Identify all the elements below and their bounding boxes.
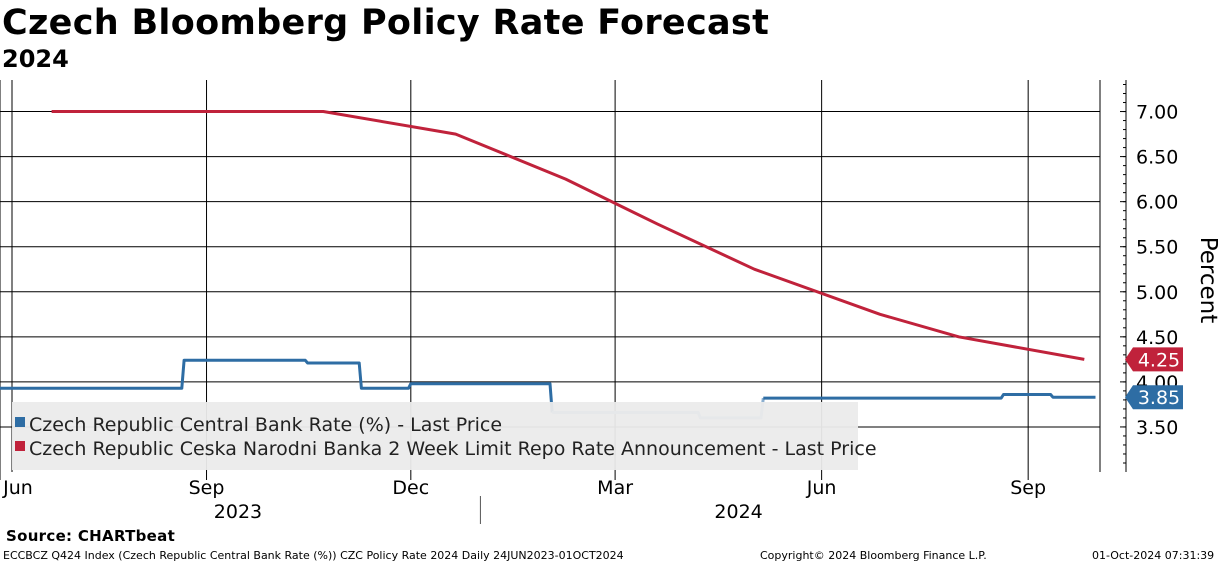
y-tick-label: 3.50 xyxy=(1136,417,1178,439)
y-tick-label: 4.50 xyxy=(1136,327,1178,349)
y-tick-label: 6.00 xyxy=(1136,192,1178,214)
y-axis-label: Percent xyxy=(1195,237,1221,324)
legend-swatch-central-bank-rate xyxy=(15,417,25,427)
y-axis-tick-labels: 3.504.004.505.005.506.006.507.00 xyxy=(1136,102,1178,439)
last-value-badge xyxy=(1125,385,1183,410)
last-value-repo-rate: 4.25 xyxy=(1138,349,1180,371)
horizontal-gridlines xyxy=(0,111,1100,428)
central-bank-rate-line-segment xyxy=(763,393,1096,400)
repo-rate-forecast-line xyxy=(51,110,1085,361)
x-tick-label: Dec xyxy=(392,477,429,499)
y-tick-label: 6.50 xyxy=(1136,147,1178,169)
x-tick-label: Jun xyxy=(2,477,33,499)
year-label: 2023 xyxy=(214,501,262,523)
y-tick-label: 5.50 xyxy=(1136,237,1178,259)
y-tick-label: 7.00 xyxy=(1136,102,1178,124)
footer-copyright: Copyright© 2024 Bloomberg Finance L.P. xyxy=(760,549,987,562)
last-value-badge xyxy=(1125,347,1183,372)
chart-subtitle: 2024 xyxy=(2,45,69,73)
source-note: Source: CHARTbeat xyxy=(6,527,176,545)
last-value-central-bank-rate: 3.85 xyxy=(1138,387,1180,409)
legend-label-central-bank-rate: Czech Republic Central Bank Rate (%) - L… xyxy=(29,414,502,436)
series-layer xyxy=(0,110,1096,420)
legend-swatch-repo-rate-announcement xyxy=(15,441,25,451)
year-label: 2024 xyxy=(714,501,762,523)
legend-background xyxy=(12,402,858,470)
y-tick-label: 5.00 xyxy=(1136,282,1178,304)
x-tick-label: Mar xyxy=(597,477,633,499)
central-bank-rate-line-segment xyxy=(0,358,554,413)
x-tick-label: Jun xyxy=(806,477,837,499)
x-tick-label: Sep xyxy=(1010,477,1046,499)
legend: Czech Republic Central Bank Rate (%) - L… xyxy=(12,402,877,470)
footer-timestamp: 01-Oct-2024 07:31:39 xyxy=(1092,549,1215,562)
chart-title: Czech Bloomberg Policy Rate Forecast xyxy=(2,3,770,43)
legend-label-repo-rate-announcement: Czech Republic Ceska Narodni Banka 2 Wee… xyxy=(29,438,877,460)
footer-description: ECCBCZ Q424 Index (Czech Republic Centra… xyxy=(3,549,624,562)
x-tick-label: Sep xyxy=(189,477,225,499)
last-value-badges: 3.85 4.25 xyxy=(1125,347,1183,410)
